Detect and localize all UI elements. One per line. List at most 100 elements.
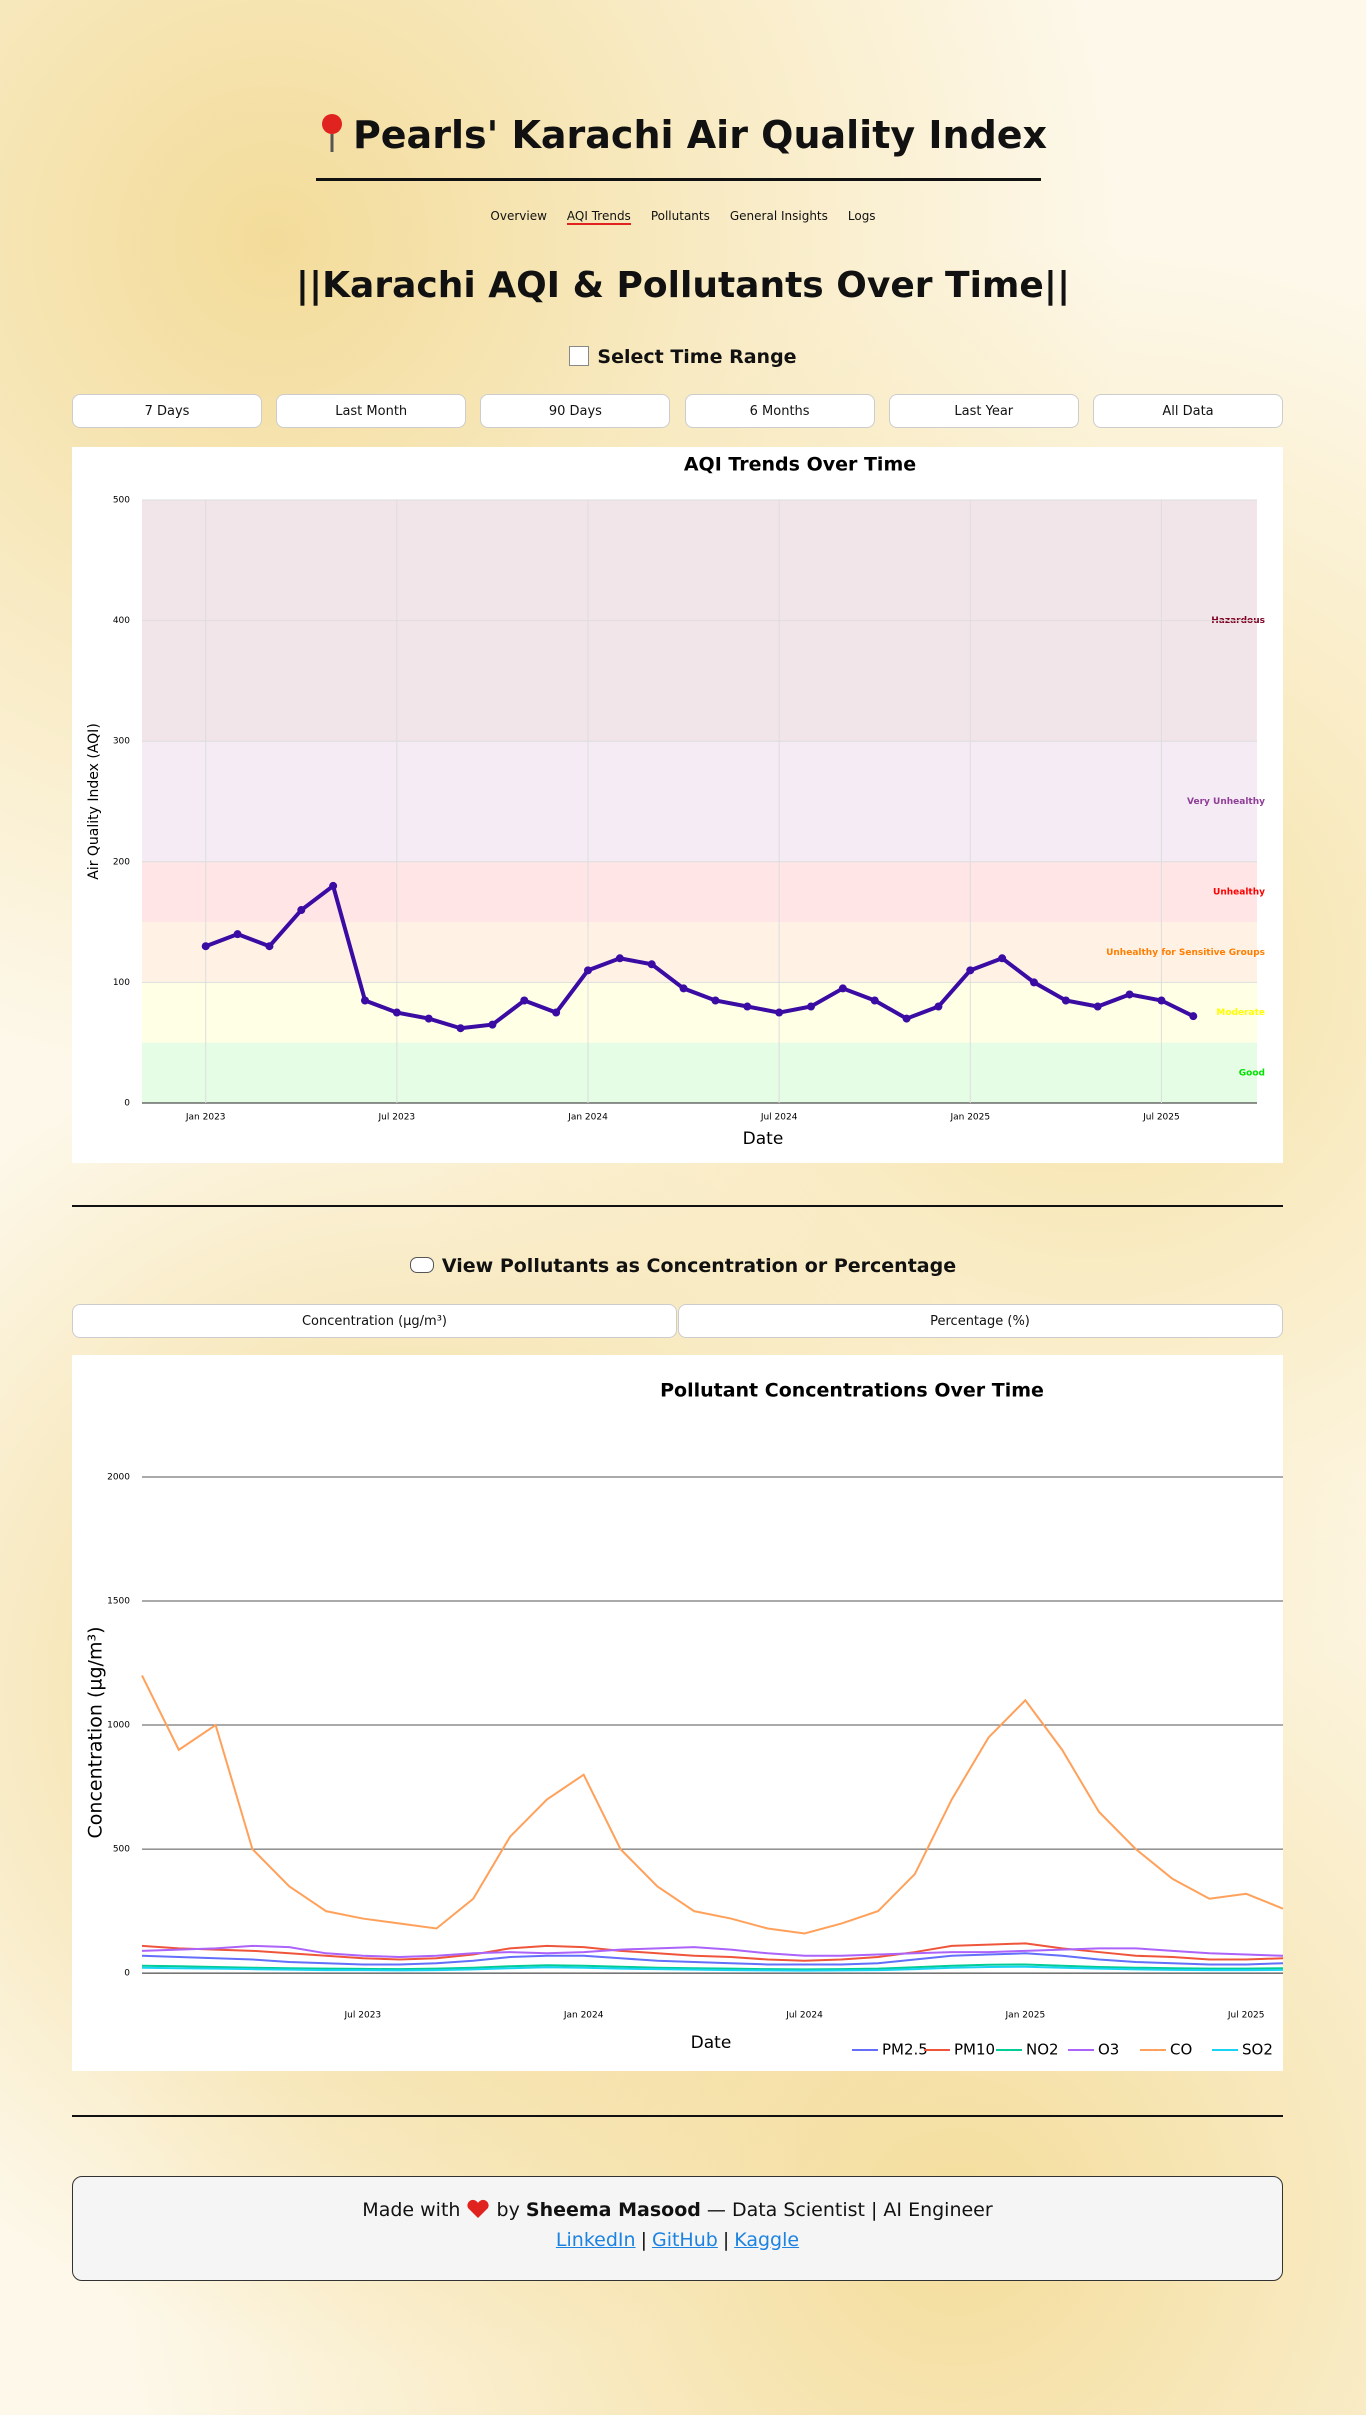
- data-point: [1061, 996, 1070, 1005]
- data-point: [902, 1014, 911, 1023]
- time-range-button[interactable]: Last Month: [276, 394, 467, 428]
- divider: [72, 1205, 1283, 1207]
- legend-label: O3: [1098, 2041, 1119, 2059]
- footer-line: Made with by Sheema Masood — Data Scient…: [73, 2199, 1282, 2221]
- chart-title: AQI Trends Over Time: [684, 454, 916, 476]
- x-axis-label: Date: [691, 2033, 732, 2053]
- aqi-band: [142, 922, 1257, 983]
- y-tick-label: 200: [113, 857, 130, 867]
- nav-tab[interactable]: General Insights: [729, 209, 828, 223]
- y-tick-label: 0: [124, 1099, 130, 1109]
- data-point: [392, 1008, 401, 1017]
- time-range-button[interactable]: 6 Months: [684, 394, 875, 428]
- aqi-band: [142, 861, 1257, 923]
- band-label: Unhealthy for Sensitive Groups: [1106, 948, 1265, 958]
- link-separator: |: [722, 2229, 730, 2251]
- time-range-button[interactable]: 7 Days: [72, 394, 262, 428]
- band-label: Moderate: [1216, 1008, 1265, 1018]
- band-label: Good: [1239, 1068, 1265, 1078]
- legend-label: PM2.5: [882, 2041, 928, 2059]
- data-point: [361, 996, 369, 1005]
- y-tick-label: 100: [113, 978, 130, 988]
- heart-icon: [467, 2199, 490, 2218]
- aqi-band: [142, 982, 1257, 1043]
- data-point: [998, 954, 1007, 963]
- x-tick-label: Jan 2025: [949, 1113, 990, 1123]
- time-range-button[interactable]: All Data: [1093, 394, 1283, 428]
- x-tick-label: Jan 2023: [185, 1113, 226, 1123]
- aqi-band: [142, 1042, 1257, 1103]
- data-point: [1157, 996, 1166, 1005]
- data-point: [1030, 978, 1038, 987]
- aqi-chart: AQI Trends Over Time Good Moderate Unhealth…: [86, 454, 1265, 1150]
- y-tick-label: 2000: [107, 1472, 130, 1482]
- data-point: [966, 966, 975, 975]
- pollutant-view-label: View Pollutants as Concentration or Perc…: [441, 1255, 957, 1277]
- x-tick-label: Jul 2023: [344, 2011, 382, 2021]
- data-point: [265, 942, 274, 951]
- x-tick-label: Jul 2024: [785, 2011, 823, 2021]
- data-point: [615, 954, 624, 963]
- data-point: [743, 1002, 752, 1011]
- view-button[interactable]: Concentration (µg/m³): [72, 1304, 677, 1338]
- data-point: [647, 960, 656, 969]
- y-tick-label: 500: [113, 496, 130, 506]
- footer-text: by: [496, 2199, 520, 2221]
- data-point: [679, 984, 688, 993]
- data-point: [711, 996, 720, 1005]
- pollutant-view-heading: View Pollutants as Concentration or Perc…: [0, 1255, 1366, 1277]
- time-range-heading: Select Time Range: [0, 346, 1366, 368]
- chart-title: Pollutant Concentrations Over Time: [660, 1380, 1044, 1402]
- nav-tab[interactable]: Logs: [847, 209, 876, 223]
- aqi-band: [142, 741, 1257, 862]
- x-tick-label: Jul 2023: [378, 1113, 416, 1123]
- footer-link[interactable]: GitHub: [651, 2229, 718, 2251]
- footer-link[interactable]: LinkedIn: [555, 2229, 636, 2251]
- series-line: [141, 1952, 1284, 1966]
- data-point: [1189, 1012, 1198, 1021]
- legend-label: CO: [1170, 2041, 1192, 2059]
- footer: Made with by Sheema Masood — Data Scient…: [72, 2176, 1283, 2281]
- footer-role: — Data Scientist | AI Engineer: [706, 2199, 993, 2221]
- app-title: Pearls' Karachi Air Quality Index: [352, 113, 1048, 157]
- data-point: [456, 1024, 465, 1033]
- data-point: [1125, 990, 1134, 999]
- view-button[interactable]: Percentage (%): [677, 1304, 1283, 1338]
- y-tick-label: 0: [124, 1969, 130, 1979]
- legend-label: NO2: [1026, 2041, 1059, 2059]
- time-range-button[interactable]: 90 Days: [480, 394, 671, 428]
- section-title: ||Karachi AQI & Pollutants Over Time||: [295, 265, 1071, 306]
- series-line: [141, 1674, 1284, 1935]
- y-tick-label: 400: [113, 616, 130, 626]
- footer-link[interactable]: Kaggle: [734, 2229, 800, 2251]
- data-point: [488, 1020, 497, 1029]
- y-tick-label: 1000: [107, 1721, 130, 1731]
- divider: [72, 2115, 1283, 2117]
- data-point: [233, 930, 242, 939]
- pin-icon: [321, 114, 342, 152]
- nav-bar: Overview AQI Trends Pollutants General Insi…: [0, 205, 1366, 225]
- chart-icon: [569, 346, 590, 366]
- y-tick-label: 1500: [107, 1597, 130, 1607]
- nav-tab[interactable]: Pollutants: [650, 209, 710, 223]
- data-point: [520, 996, 529, 1005]
- data-point: [424, 1014, 433, 1023]
- time-range-button[interactable]: Last Year: [888, 394, 1079, 428]
- y-tick-label: 300: [113, 737, 130, 747]
- data-point: [870, 996, 879, 1005]
- footer-author: Sheema Masood: [525, 2199, 701, 2221]
- data-point: [552, 1008, 561, 1017]
- pollutant-panel: Pollutant Concentrations Over Time 0 500 10…: [72, 1355, 1284, 2071]
- aqi-panel: AQI Trends Over Time Good Moderate Unhealth…: [72, 447, 1283, 1163]
- x-tick-label: Jul 2024: [760, 1113, 798, 1123]
- time-range-label: Select Time Range: [597, 346, 797, 368]
- link-separator: |: [640, 2229, 647, 2251]
- data-point: [1093, 1002, 1102, 1011]
- y-axis-label: Air Quality Index (AQI): [86, 723, 102, 880]
- data-point: [297, 906, 306, 915]
- data-point: [201, 942, 210, 951]
- nav-tab[interactable]: Overview: [490, 209, 547, 223]
- nav-tab[interactable]: AQI Trends: [566, 209, 631, 225]
